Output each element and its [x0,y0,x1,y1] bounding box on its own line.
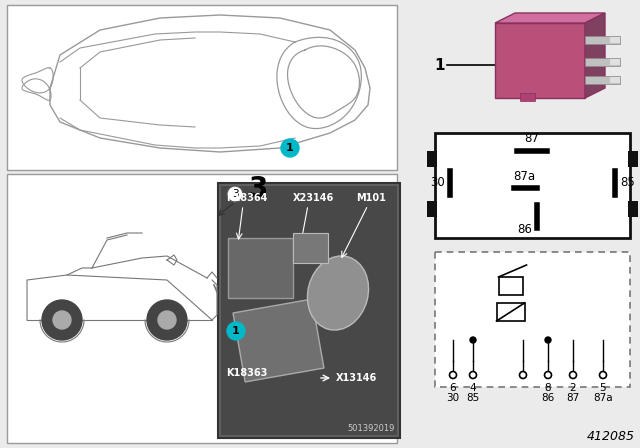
Text: 30: 30 [430,177,445,190]
Circle shape [600,371,607,379]
Text: 87: 87 [525,132,540,145]
Bar [293,233,328,263]
Bar [228,238,293,298]
Circle shape [281,139,299,157]
Text: 30: 30 [447,393,460,403]
Circle shape [158,311,176,329]
Circle shape [147,300,187,340]
Bar [628,201,638,217]
Bar [435,133,630,238]
Bar [7,174,397,443]
Ellipse shape [307,256,369,330]
Text: 87a: 87a [513,170,535,183]
Text: K18363: K18363 [226,368,268,378]
Text: 501392019: 501392019 [348,424,395,433]
Bar [499,277,522,295]
Circle shape [449,371,456,379]
Bar [427,151,437,167]
Bar [221,186,397,435]
Circle shape [545,371,552,379]
Circle shape [470,337,476,343]
Text: 87a: 87a [593,393,613,403]
Text: X13146: X13146 [336,373,377,383]
Text: 86: 86 [541,393,555,403]
Text: 87: 87 [566,393,580,403]
Text: 1: 1 [232,326,240,336]
Bar [7,5,397,170]
Circle shape [42,300,82,340]
Circle shape [545,337,551,343]
Text: 5: 5 [600,383,606,393]
Text: 8: 8 [545,383,551,393]
Text: K18364: K18364 [226,193,268,203]
Bar [610,59,620,65]
Text: M101: M101 [356,193,386,203]
Bar [585,58,620,66]
Bar [610,37,620,43]
Text: 1: 1 [286,143,294,153]
Polygon shape [495,13,605,23]
Bar [628,151,638,167]
Text: 3: 3 [248,175,268,203]
Text: 85: 85 [467,393,479,403]
Bar [218,183,400,438]
Polygon shape [585,13,605,98]
Text: 4: 4 [470,383,476,393]
Circle shape [470,371,477,379]
Text: X23146: X23146 [293,193,334,203]
Bar [585,76,620,84]
Text: 85: 85 [620,177,635,190]
Circle shape [570,371,577,379]
Circle shape [227,322,245,340]
Bar [435,252,630,387]
Bar [495,23,585,98]
Bar [497,303,525,321]
Circle shape [53,311,71,329]
Text: 86: 86 [517,223,532,236]
Circle shape [227,186,243,202]
Text: 412085: 412085 [587,430,635,443]
Bar [585,36,620,44]
Bar [427,201,437,217]
Circle shape [520,371,527,379]
Text: 3: 3 [232,189,238,199]
Bar [610,77,620,83]
Bar [520,93,535,101]
Bar [233,299,324,382]
Text: 2: 2 [570,383,576,393]
Text: 1: 1 [435,57,445,73]
Text: 6: 6 [450,383,456,393]
